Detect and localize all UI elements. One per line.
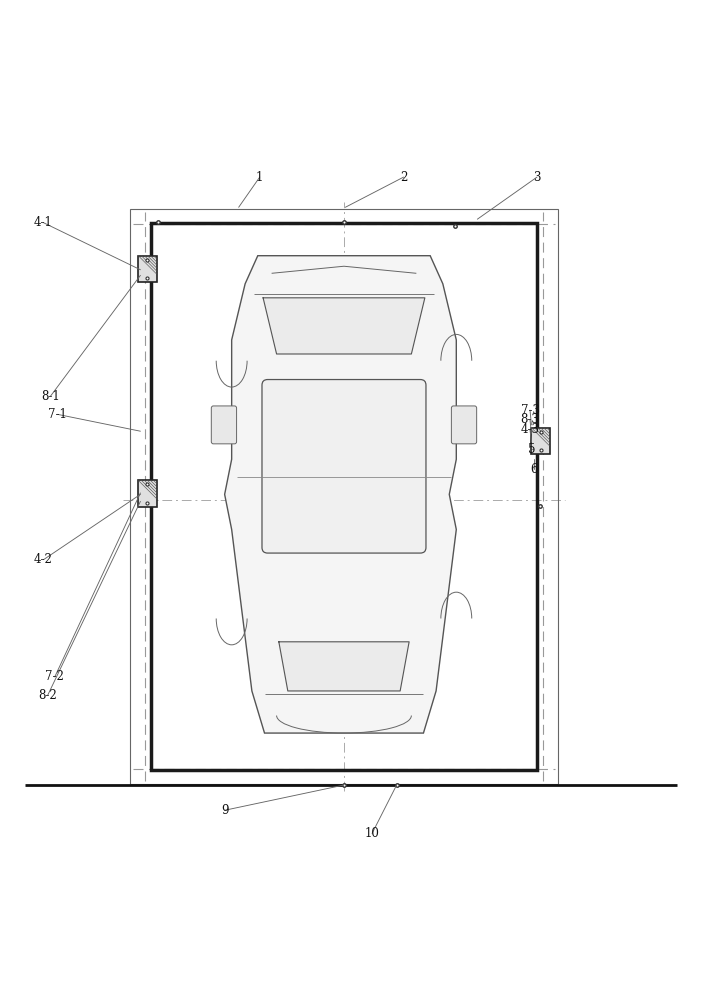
Polygon shape [263, 298, 425, 354]
FancyBboxPatch shape [211, 406, 237, 444]
Text: 8-1: 8-1 [41, 390, 60, 403]
FancyBboxPatch shape [451, 406, 477, 444]
Text: 9: 9 [221, 804, 228, 817]
Text: 6: 6 [531, 463, 538, 476]
Text: 10: 10 [364, 827, 380, 840]
Bar [151, 223, 537, 770]
Text: 4-3: 4-3 [520, 423, 540, 436]
Bar [138, 256, 157, 282]
Bar [531, 428, 550, 454]
Text: 2: 2 [400, 171, 407, 184]
Text: 7-2: 7-2 [46, 670, 64, 683]
Bar [130, 209, 558, 784]
Polygon shape [279, 642, 409, 691]
Text: 5: 5 [529, 443, 536, 456]
Bar [138, 480, 157, 507]
Text: 7-3: 7-3 [520, 404, 540, 417]
Text: 8-3: 8-3 [521, 413, 539, 426]
Text: 3: 3 [534, 171, 541, 184]
Text: 8-2: 8-2 [39, 689, 57, 702]
FancyBboxPatch shape [262, 380, 426, 553]
Text: 4-2: 4-2 [34, 553, 53, 566]
Text: 1: 1 [256, 171, 263, 184]
PathPatch shape [225, 256, 456, 733]
Text: 4-1: 4-1 [34, 216, 53, 229]
Text: 7-1: 7-1 [48, 408, 67, 421]
